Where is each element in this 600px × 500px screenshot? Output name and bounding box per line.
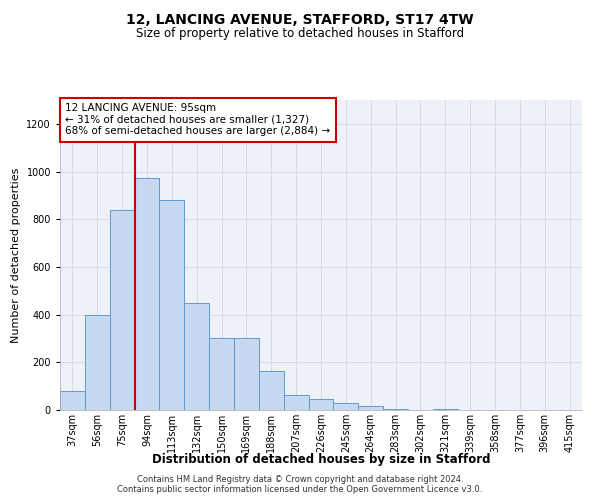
Text: Contains HM Land Registry data © Crown copyright and database right 2024.
Contai: Contains HM Land Registry data © Crown c… bbox=[118, 474, 482, 494]
Text: 12, LANCING AVENUE, STAFFORD, ST17 4TW: 12, LANCING AVENUE, STAFFORD, ST17 4TW bbox=[126, 12, 474, 26]
Bar bbox=[433, 409, 458, 410]
Text: Size of property relative to detached houses in Stafford: Size of property relative to detached ho… bbox=[136, 28, 464, 40]
Bar bbox=[209, 338, 234, 410]
Bar bbox=[60, 391, 85, 410]
Bar bbox=[284, 394, 308, 410]
Bar bbox=[259, 370, 284, 410]
Bar bbox=[334, 403, 358, 410]
Text: Distribution of detached houses by size in Stafford: Distribution of detached houses by size … bbox=[152, 452, 490, 466]
Bar bbox=[383, 409, 408, 410]
Bar bbox=[358, 406, 383, 410]
Y-axis label: Number of detached properties: Number of detached properties bbox=[11, 168, 21, 342]
Text: 12 LANCING AVENUE: 95sqm
← 31% of detached houses are smaller (1,327)
68% of sem: 12 LANCING AVENUE: 95sqm ← 31% of detach… bbox=[65, 103, 331, 136]
Bar bbox=[110, 210, 134, 410]
Bar bbox=[134, 178, 160, 410]
Bar bbox=[184, 302, 209, 410]
Bar bbox=[85, 314, 110, 410]
Bar bbox=[308, 400, 334, 410]
Bar bbox=[160, 200, 184, 410]
Bar bbox=[234, 338, 259, 410]
